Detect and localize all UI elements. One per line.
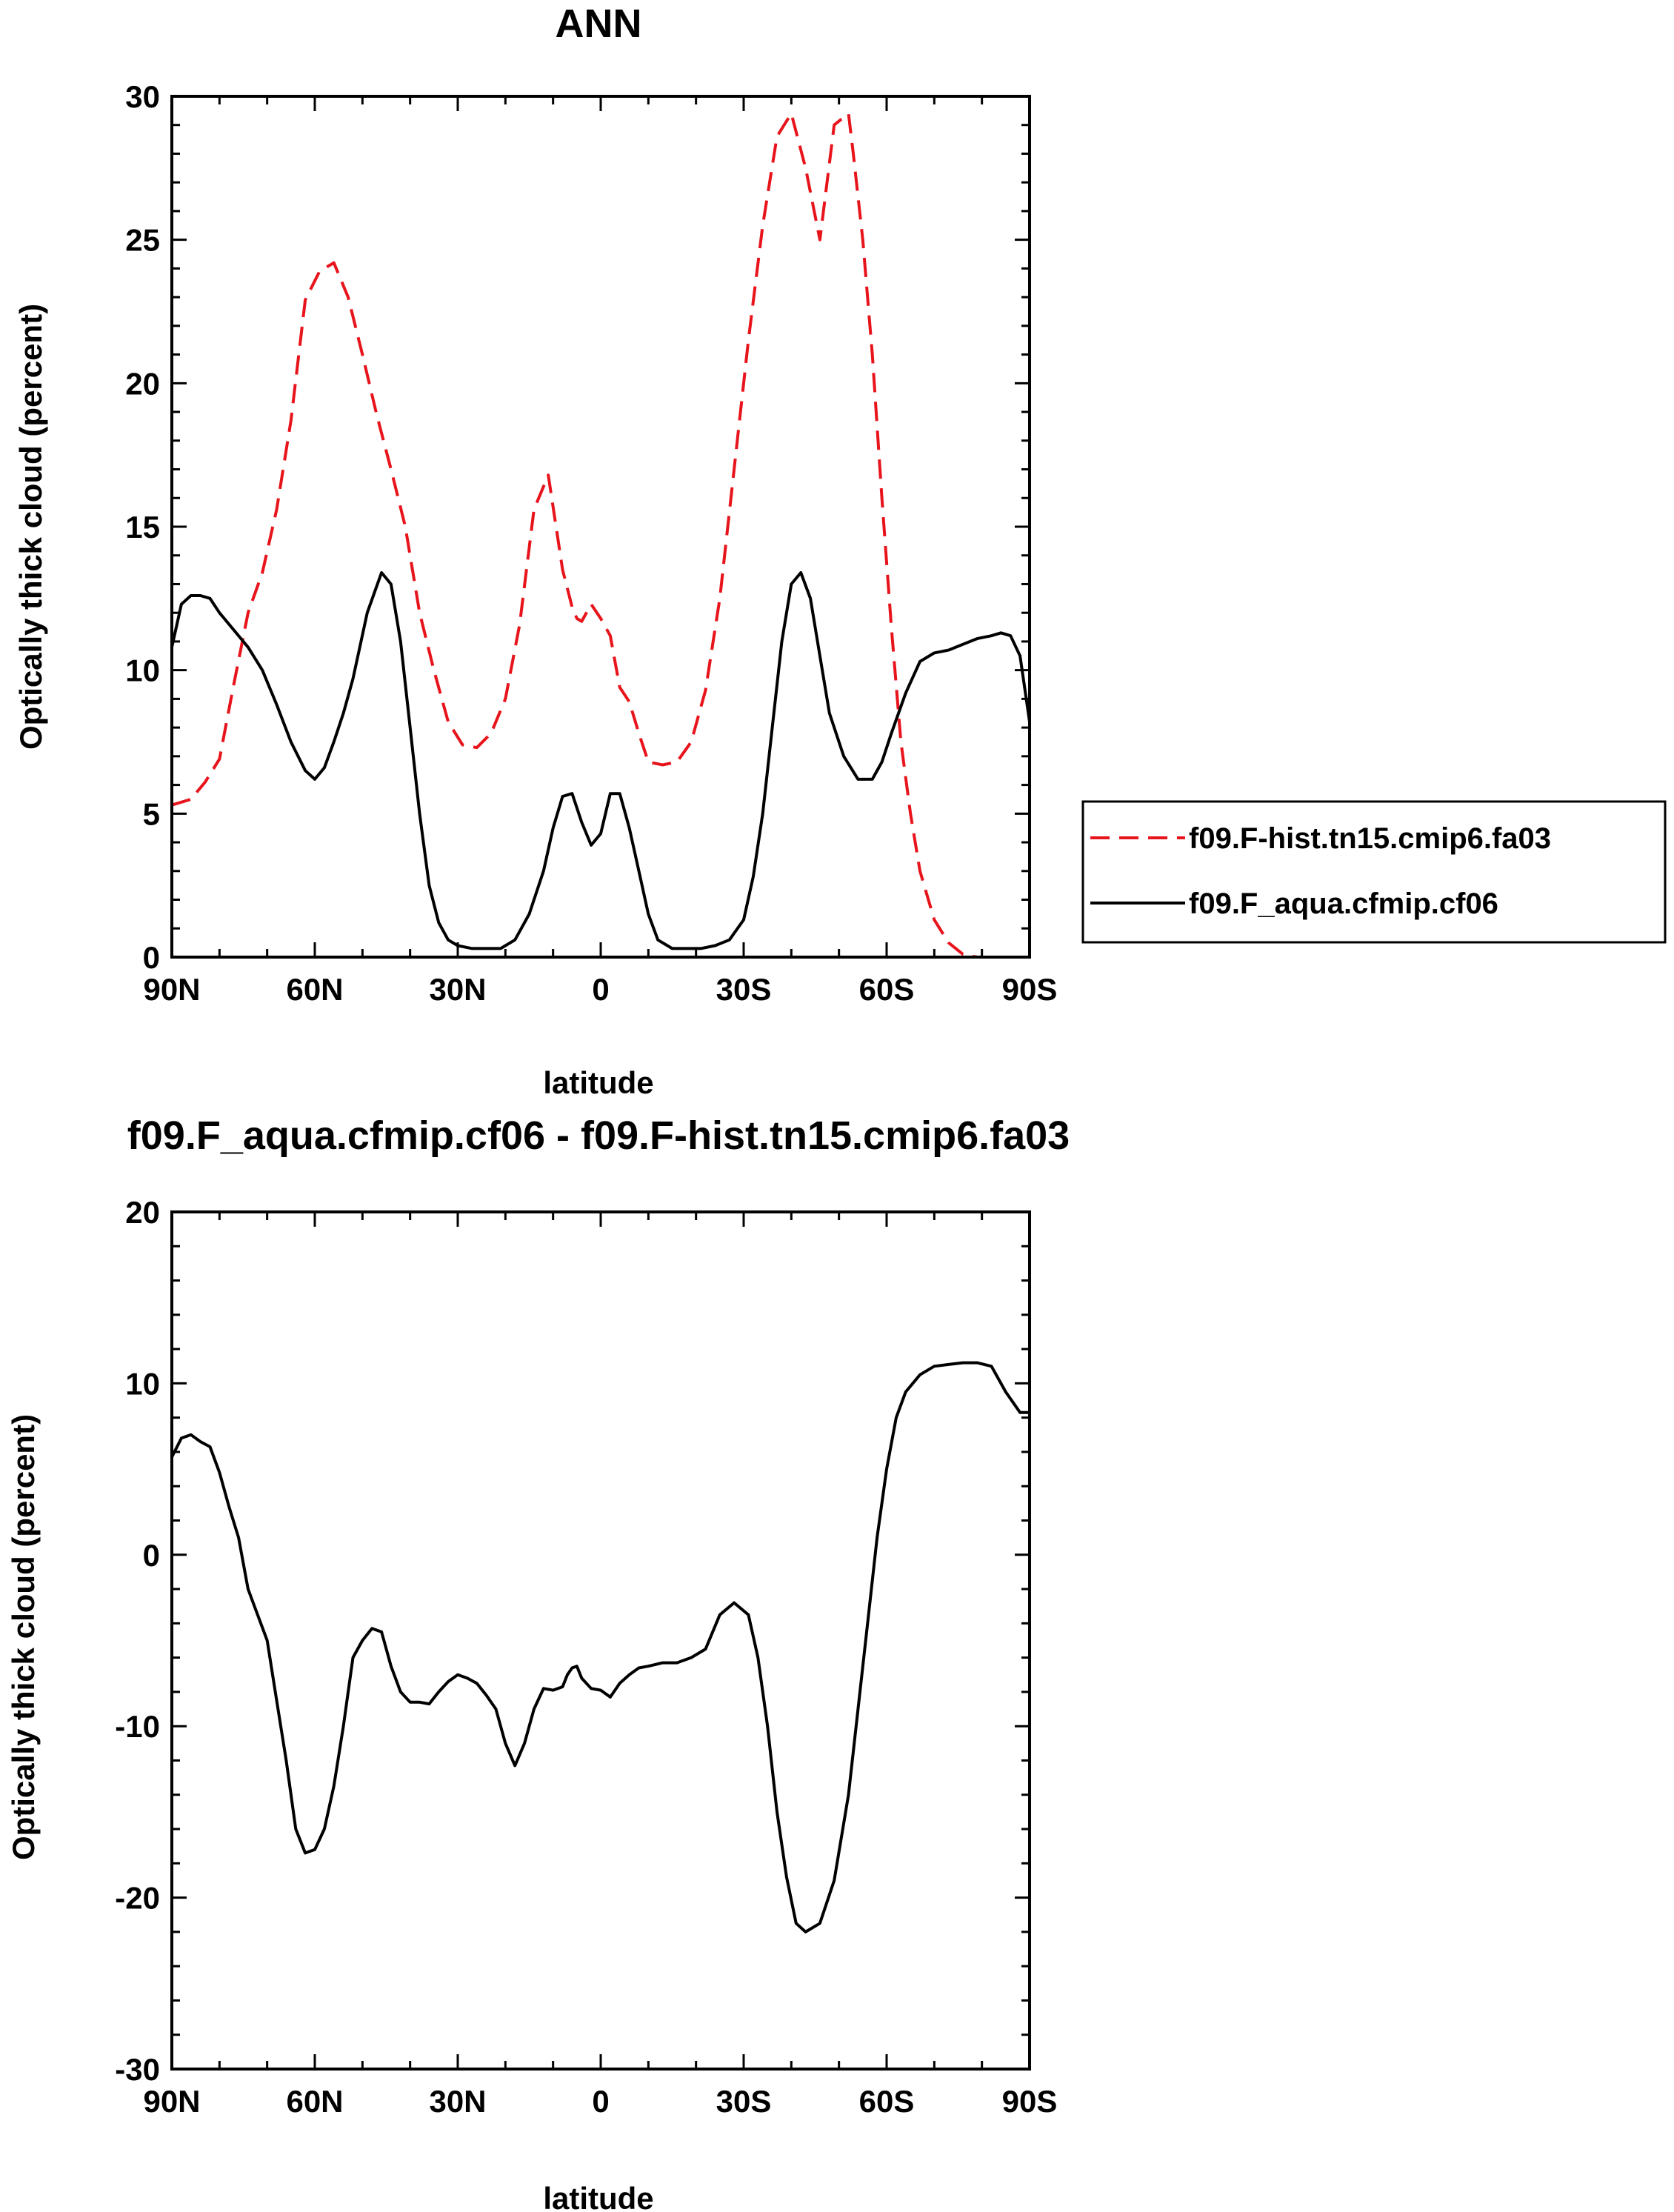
top-x-tick-label: 60S [859, 972, 915, 1007]
bottom-y-tick-label: -30 [115, 2052, 160, 2087]
bottom-plot-frame [170, 1210, 1031, 2071]
top-y-tick-label: 30 [125, 79, 160, 114]
bottom-y-tick-label: 20 [125, 1195, 160, 1230]
bottom-y-tick-label: -20 [115, 1881, 160, 1916]
top-y-tick-label: 5 [143, 796, 160, 831]
bottom-y-tick-label: -10 [115, 1709, 160, 1744]
legend-label-series-2: f09.F_aqua.cfmip.cf06 [1189, 887, 1498, 920]
top-y-tick-label: 20 [125, 366, 160, 401]
top-y-tick-label: 15 [125, 510, 160, 544]
bottom-chart: f09.F_aqua.cfmip.cf06 - f09.F-hist.tn15.… [6, 1113, 1070, 2212]
bottom-series-1-line [170, 1361, 1031, 1933]
bottom-x-tick-label: 90N [143, 2084, 200, 2119]
top-series-1-line [171, 112, 1021, 959]
top-x-tick-label: 30N [429, 972, 486, 1007]
top-x-tick-label: 90S [1002, 972, 1058, 1007]
top-chart-title: ANN [556, 1, 642, 46]
top-y-tick-label: 10 [125, 653, 160, 688]
top-x-tick-label: 60N [286, 972, 343, 1007]
bottom-x-tick-label: 0 [592, 2084, 609, 2119]
bottom-x-tick-label: 60N [286, 2084, 343, 2119]
top-x-tick-label: 30S [716, 972, 772, 1007]
top-y-axis-label: Optically thick cloud (percent) [13, 304, 48, 750]
bottom-chart-title: f09.F_aqua.cfmip.cf06 - f09.F-hist.tn15.… [127, 1113, 1070, 1158]
top-series-2-line [170, 571, 1031, 950]
bottom-y-axis-label: Optically thick cloud (percent) [6, 1414, 41, 1860]
bottom-x-axis-label: latitude [543, 2181, 653, 2212]
bottom-x-tick-label: 90S [1002, 2084, 1058, 2119]
top-y-tick-label: 25 [125, 223, 160, 258]
legend-box [1081, 800, 1667, 944]
top-x-tick-label: 0 [592, 972, 609, 1007]
top-y-tick-label: 0 [143, 940, 160, 975]
top-chart: ANN 90N 60N 30N 0 30S 60S 90S 0 5 10 15 20 25 30 lati… [13, 1, 1667, 1100]
bottom-y-tick-label: 10 [125, 1366, 160, 1401]
legend-label-series-1: f09.F-hist.tn15.cmip6.fa03 [1189, 822, 1551, 855]
top-chart-legend: f09.F-hist.tn15.cmip6.fa03 f09.F_aqua.cf… [1081, 800, 1667, 944]
bottom-y-tick-label: 0 [143, 1538, 160, 1573]
top-x-tick-label: 90N [143, 972, 200, 1007]
bottom-x-tick-label: 30S [716, 2084, 772, 2119]
top-x-axis-label: latitude [543, 1065, 653, 1100]
bottom-x-tick-label: 60S [859, 2084, 915, 2119]
bottom-x-tick-label: 30N [429, 2084, 486, 2119]
